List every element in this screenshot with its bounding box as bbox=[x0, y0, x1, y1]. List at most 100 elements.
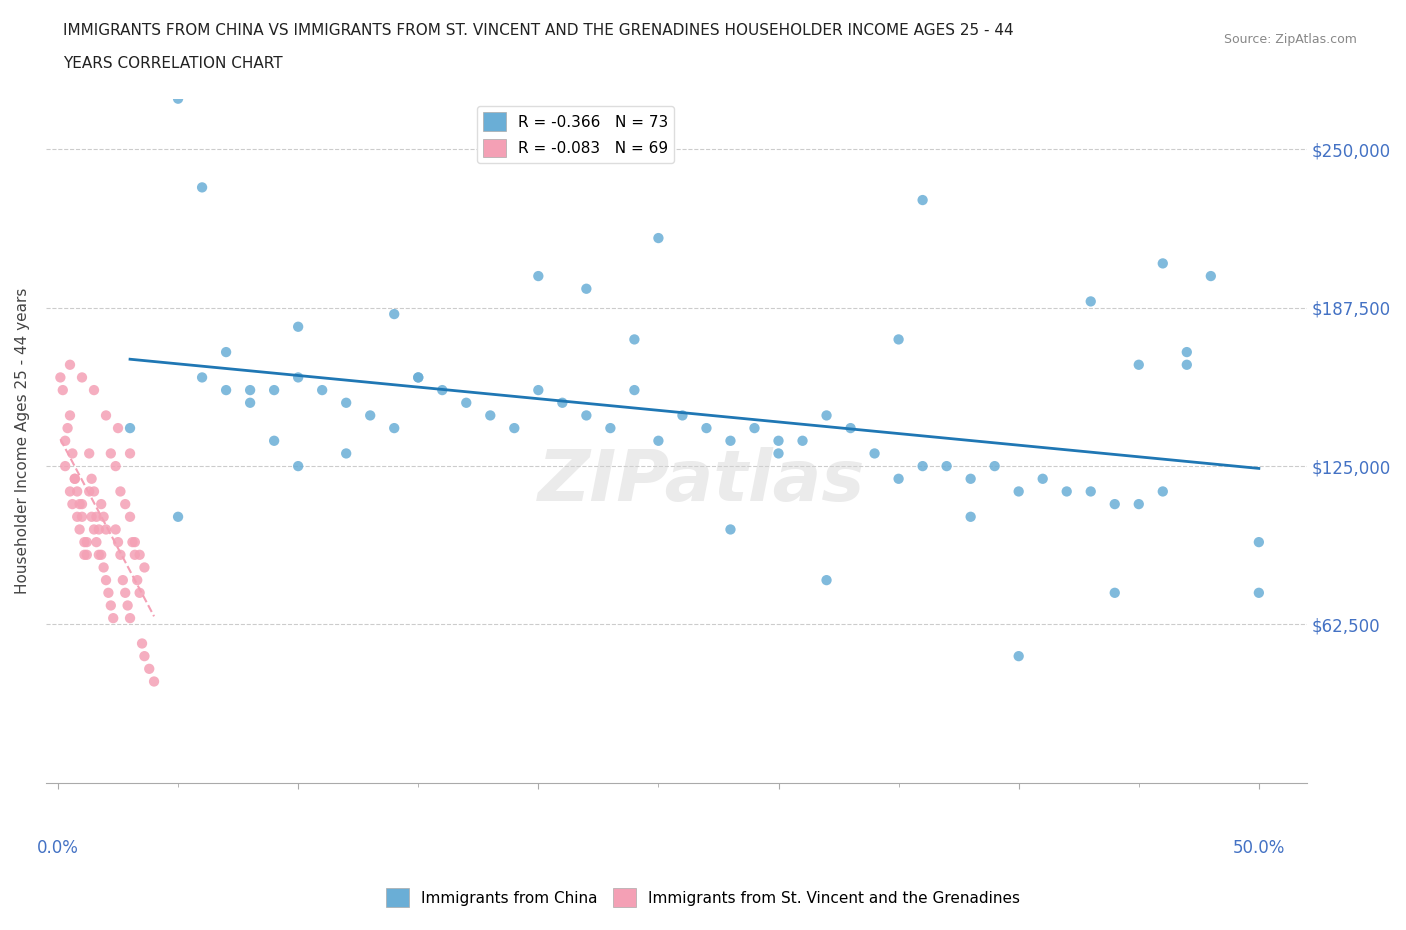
Point bbox=[107, 420, 129, 435]
Point bbox=[70, 510, 93, 525]
Point bbox=[887, 472, 910, 486]
Point bbox=[104, 458, 127, 473]
Point bbox=[1008, 649, 1031, 664]
Point bbox=[768, 446, 790, 461]
Point bbox=[1152, 256, 1174, 271]
Point bbox=[83, 382, 105, 397]
Point bbox=[792, 433, 814, 448]
Point bbox=[983, 458, 1005, 473]
Point bbox=[118, 446, 141, 461]
Point bbox=[695, 420, 717, 435]
Point bbox=[382, 307, 405, 322]
Point bbox=[111, 573, 134, 588]
Point bbox=[720, 522, 742, 537]
Point bbox=[1175, 357, 1198, 372]
Point bbox=[406, 370, 429, 385]
Point bbox=[56, 420, 79, 435]
Text: 0.0%: 0.0% bbox=[37, 839, 79, 857]
Point bbox=[382, 420, 405, 435]
Point bbox=[911, 458, 934, 473]
Point bbox=[503, 420, 526, 435]
Point bbox=[263, 382, 285, 397]
Point bbox=[80, 472, 103, 486]
Point bbox=[117, 598, 139, 613]
Point bbox=[1247, 535, 1270, 550]
Point bbox=[87, 522, 110, 537]
Point bbox=[1080, 294, 1102, 309]
Text: IMMIGRANTS FROM CHINA VS IMMIGRANTS FROM ST. VINCENT AND THE GRENADINES HOUSEHOL: IMMIGRANTS FROM CHINA VS IMMIGRANTS FROM… bbox=[63, 23, 1014, 38]
Point bbox=[647, 231, 669, 246]
Point bbox=[167, 91, 190, 106]
Point bbox=[744, 420, 766, 435]
Point bbox=[239, 382, 262, 397]
Point bbox=[77, 446, 100, 461]
Text: ZIPatlas: ZIPatlas bbox=[538, 447, 865, 516]
Point bbox=[60, 446, 83, 461]
Point bbox=[93, 560, 115, 575]
Point bbox=[93, 510, 115, 525]
Point bbox=[143, 674, 166, 689]
Point bbox=[1032, 472, 1054, 486]
Point bbox=[815, 573, 838, 588]
Point bbox=[138, 661, 160, 676]
Point bbox=[59, 357, 82, 372]
Point bbox=[623, 382, 645, 397]
Point bbox=[124, 548, 146, 563]
Point bbox=[87, 548, 110, 563]
Point bbox=[90, 497, 112, 512]
Point bbox=[647, 433, 669, 448]
Point bbox=[90, 548, 112, 563]
Point bbox=[127, 573, 149, 588]
Point bbox=[768, 433, 790, 448]
Point bbox=[94, 573, 117, 588]
Point bbox=[69, 497, 91, 512]
Point bbox=[94, 408, 117, 423]
Point bbox=[118, 611, 141, 626]
Point bbox=[70, 497, 93, 512]
Point bbox=[53, 458, 76, 473]
Point bbox=[239, 395, 262, 410]
Point bbox=[76, 535, 98, 550]
Point bbox=[887, 332, 910, 347]
Point bbox=[83, 522, 105, 537]
Point bbox=[128, 548, 150, 563]
Legend: Immigrants from China, Immigrants from St. Vincent and the Grenadines: Immigrants from China, Immigrants from S… bbox=[380, 883, 1026, 913]
Point bbox=[128, 585, 150, 600]
Point bbox=[191, 179, 214, 194]
Text: YEARS CORRELATION CHART: YEARS CORRELATION CHART bbox=[63, 56, 283, 71]
Point bbox=[839, 420, 862, 435]
Text: 50.0%: 50.0% bbox=[1233, 839, 1285, 857]
Point bbox=[121, 535, 143, 550]
Point bbox=[479, 408, 502, 423]
Point bbox=[118, 510, 141, 525]
Point bbox=[124, 535, 146, 550]
Point bbox=[80, 510, 103, 525]
Point bbox=[97, 585, 120, 600]
Point bbox=[720, 433, 742, 448]
Point bbox=[287, 370, 309, 385]
Point bbox=[110, 484, 132, 498]
Point bbox=[1080, 484, 1102, 498]
Point bbox=[131, 636, 153, 651]
Point bbox=[1008, 484, 1031, 498]
Text: Source: ZipAtlas.com: Source: ZipAtlas.com bbox=[1223, 33, 1357, 46]
Point bbox=[73, 548, 96, 563]
Point bbox=[863, 446, 886, 461]
Point bbox=[86, 510, 108, 525]
Point bbox=[66, 484, 89, 498]
Point bbox=[406, 370, 429, 385]
Point bbox=[911, 193, 934, 207]
Point bbox=[935, 458, 957, 473]
Point bbox=[575, 281, 598, 296]
Point bbox=[107, 535, 129, 550]
Point bbox=[335, 395, 357, 410]
Point bbox=[63, 472, 86, 486]
Point bbox=[191, 370, 214, 385]
Point bbox=[959, 510, 981, 525]
Point bbox=[134, 560, 156, 575]
Point bbox=[63, 472, 86, 486]
Point bbox=[103, 611, 125, 626]
Point bbox=[215, 345, 238, 360]
Point bbox=[1104, 585, 1126, 600]
Point bbox=[73, 535, 96, 550]
